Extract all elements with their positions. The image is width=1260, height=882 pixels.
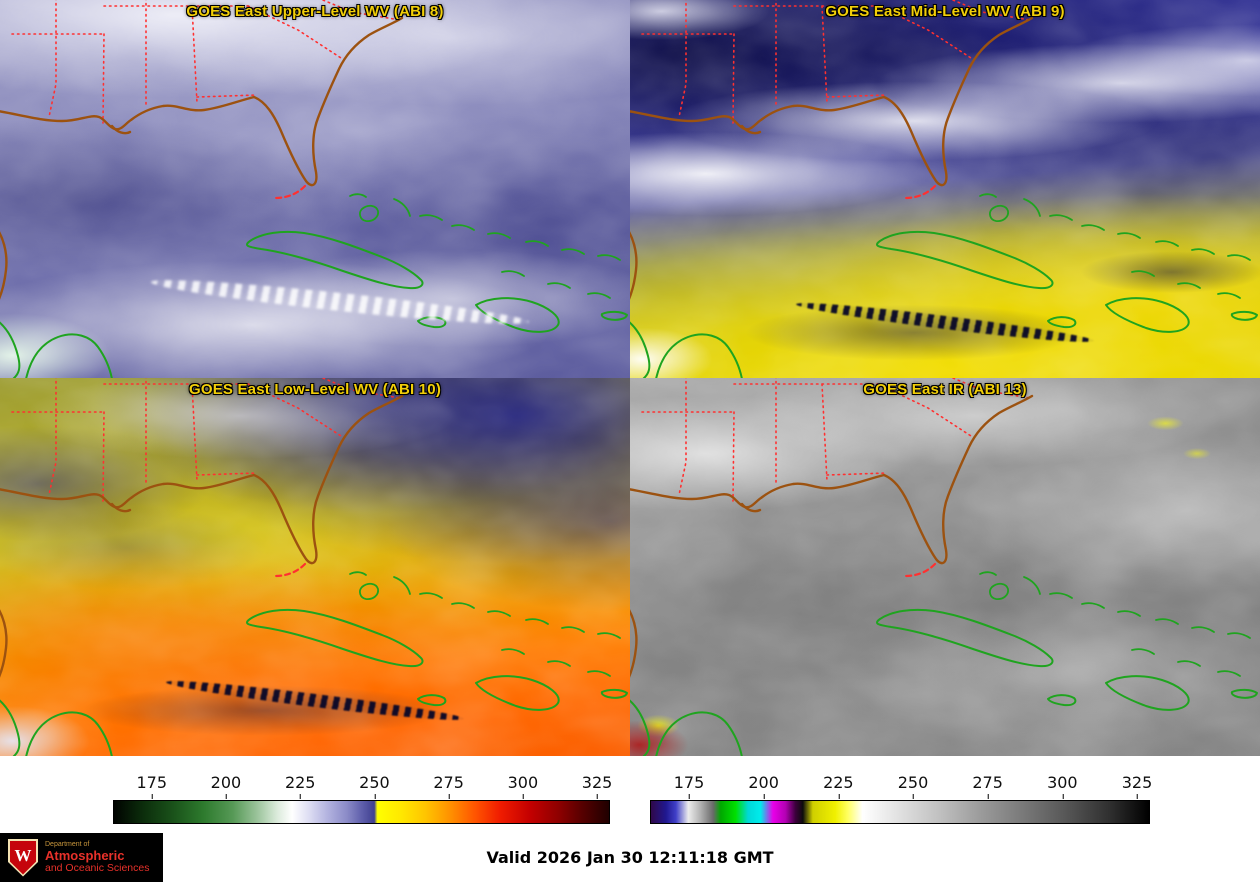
satellite-imagery-ir [630,378,1260,756]
tick-label: 325 [581,773,613,799]
panel-ir: GOES East IR (ABI 13) [630,378,1260,756]
logo-text: Department of Atmospheric and Oceanic Sc… [45,841,149,874]
panel-mid-level-wv: GOES East Mid-Level WV (ABI 9) [630,0,1260,378]
tick-label: 275 [972,773,1003,799]
tick-label: 325 [1121,773,1153,799]
tick-label: 225 [284,773,316,799]
tick-label: 225 [823,773,854,799]
tick-label: 175 [673,773,705,799]
tick-label: 175 [136,773,168,799]
panel-low-level-wv: GOES East Low-Level WV (ABI 10) [0,378,630,756]
panel-title-abi8: GOES East Upper-Level WV (ABI 8) [186,3,444,20]
panel-upper-level-wv: GOES East Upper-Level WV (ABI 8) [0,0,630,378]
wv-colorbar-gradient [113,800,610,824]
valid-time: Valid 2026 Jan 30 12:11:18 GMT [486,848,774,867]
ir-colorbar-ticks: 175 200 225 250 275 300 325 [650,773,1153,799]
tick-label: 200 [210,773,242,799]
tick-label: 200 [748,773,779,799]
panel-title-abi9: GOES East Mid-Level WV (ABI 9) [825,3,1065,20]
logo-line-department: Department of [45,841,90,849]
wv-colorbar: 175 200 225 250 275 300 325 [113,773,613,824]
colorbar-area: 175 200 225 250 275 300 325 175 200 225 … [0,756,1260,832]
wv-colorbar-ticks: 175 200 225 250 275 300 325 [113,773,613,799]
tick-label: 250 [359,773,390,799]
aos-logo: W Department of Atmospheric and Oceanic … [0,833,163,882]
satellite-imagery-upper-wv [0,0,630,378]
ir-colorbar-gradient [650,800,1150,824]
footer: W Department of Atmospheric and Oceanic … [0,832,1260,882]
ir-colorbar: 175 200 225 250 275 300 325 [650,773,1153,824]
logo-line-oceanic: and Oceanic Sciences [45,861,150,874]
tick-label: 250 [897,773,929,799]
tick-label: 300 [507,773,539,799]
panel-title-abi10: GOES East Low-Level WV (ABI 10) [188,381,442,398]
tick-label: 275 [433,773,464,799]
tick-label: 300 [1047,773,1078,799]
logo-line-atmospheric: Atmospheric [45,847,125,863]
panel-title-abi13: GOES East IR (ABI 13) [863,381,1027,398]
panel-grid: GOES East Upper-Level WV (ABI 8) GOES Ea… [0,0,1260,756]
